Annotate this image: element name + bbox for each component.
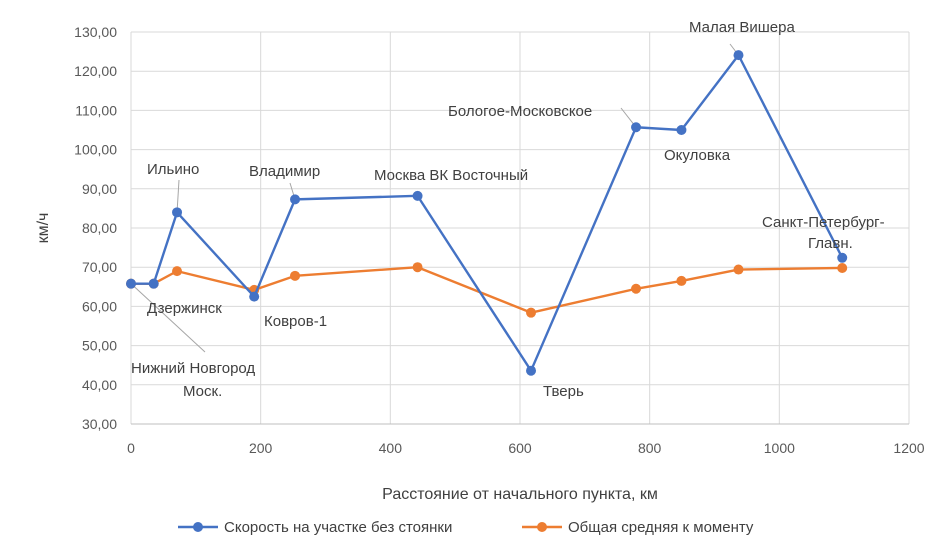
point-label: Владимир (249, 163, 320, 180)
x-tick-label: 200 (249, 440, 273, 456)
point-label: Бологое-Московское (448, 103, 592, 120)
data-point (290, 270, 301, 281)
data-point (148, 278, 159, 289)
y-tick-label: 40,00 (82, 377, 117, 393)
legend: Скорость на участке без стоянки Общая сре… (178, 519, 754, 536)
legend-swatch-marker (193, 522, 203, 532)
point-label: Окуловка (664, 147, 731, 164)
y-tick-label: 80,00 (82, 220, 117, 236)
legend-label: Скорость на участке без стоянки (224, 519, 452, 536)
leader-lines (130, 43, 739, 353)
point-label: Дзержинск (147, 300, 222, 317)
y-axis-title: км/ч (35, 213, 52, 244)
data-point (733, 264, 744, 275)
data-point (631, 122, 642, 133)
y-tick-label: 100,00 (74, 142, 117, 158)
x-tick-label: 400 (379, 440, 403, 456)
data-point (412, 190, 423, 201)
data-point (526, 307, 537, 318)
point-label: Москва ВК Восточный (374, 167, 528, 184)
x-tick-label: 600 (508, 440, 532, 456)
data-point (412, 262, 423, 273)
data-point (837, 252, 848, 263)
series-cumulative-average (126, 262, 848, 318)
data-point (126, 278, 136, 289)
y-tick-label: 130,00 (74, 24, 117, 40)
x-tick-label: 1000 (764, 440, 795, 456)
point-label: Тверь (543, 383, 584, 400)
leader-line (130, 283, 206, 353)
data-point (733, 50, 744, 61)
data-point (526, 365, 537, 376)
data-point (837, 262, 848, 273)
y-tick-label: 60,00 (82, 298, 117, 314)
axis-layer: 30,00 40,00 50,00 60,00 70,00 80,00 90,00 100,0… (74, 24, 925, 456)
leader-line (176, 179, 180, 213)
series-line (131, 266, 843, 314)
x-tick-label: 0 (127, 440, 135, 456)
legend-swatch-marker (537, 522, 547, 532)
y-tick-label: 120,00 (74, 63, 117, 79)
legend-label: Общая средняя к моменту (568, 519, 754, 536)
point-label: Малая Вишера (689, 19, 795, 36)
point-label: Главн. (808, 235, 853, 252)
data-point (676, 125, 687, 135)
data-point (172, 266, 183, 277)
point-labels: Нижний Новгород Моск. Дзержинск Ильино Ковро… (131, 19, 885, 400)
data-point (676, 275, 687, 286)
y-tick-label: 90,00 (82, 181, 117, 197)
point-label: Санкт-Петербург- (762, 214, 885, 231)
point-label: Нижний Новгород (131, 360, 255, 377)
y-tick-label: 50,00 (82, 338, 117, 354)
data-point (290, 194, 301, 205)
point-label: Ильино (147, 161, 199, 178)
point-label: Моск. (183, 383, 222, 400)
data-point (172, 207, 183, 218)
point-label: Ковров-1 (264, 313, 327, 330)
y-tick-label: 30,00 (82, 416, 117, 432)
y-tick-label: 70,00 (82, 259, 117, 275)
x-tick-label: 800 (638, 440, 662, 456)
data-point (249, 291, 260, 302)
y-tick-label: 110,00 (75, 102, 117, 118)
series-segment-speed (126, 50, 848, 376)
x-tick-label: 1200 (893, 440, 924, 456)
series-layer (126, 50, 848, 376)
grid-layer (130, 31, 910, 425)
data-point (631, 283, 642, 294)
x-axis-title: Расстояние от начального пункта, км (382, 486, 658, 503)
